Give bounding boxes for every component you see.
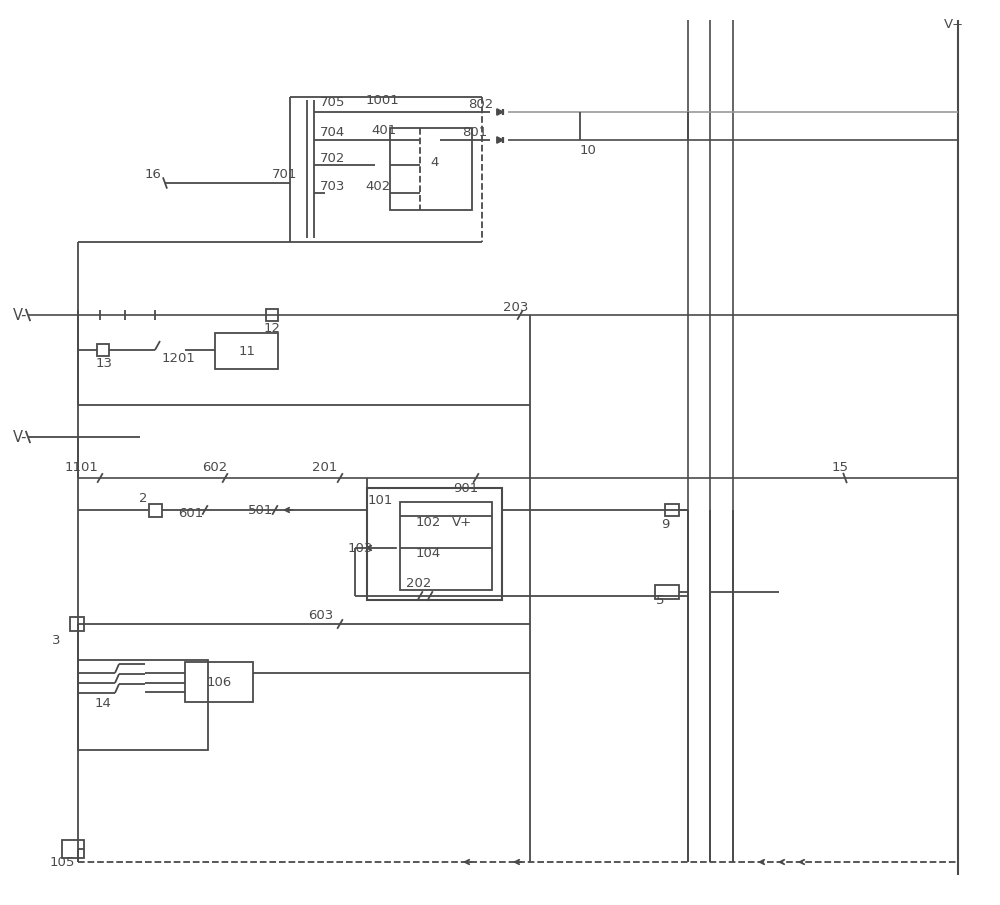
- Bar: [665, 504, 679, 516]
- Text: 10: 10: [580, 144, 597, 157]
- Text: 201: 201: [312, 461, 337, 473]
- Text: 802: 802: [468, 98, 493, 110]
- Text: 3: 3: [52, 634, 60, 646]
- Text: 12: 12: [264, 321, 280, 335]
- Text: 13: 13: [96, 357, 113, 369]
- Text: 1201: 1201: [162, 351, 196, 365]
- Text: 801: 801: [462, 126, 487, 138]
- Text: 106: 106: [206, 675, 232, 689]
- Text: 603: 603: [308, 608, 333, 622]
- Bar: [400, 502, 492, 590]
- Text: 9: 9: [661, 518, 669, 530]
- Text: 14: 14: [95, 697, 112, 710]
- Text: 5: 5: [656, 594, 664, 606]
- Text: 501: 501: [248, 503, 273, 517]
- Text: 2: 2: [139, 491, 147, 504]
- Bar: [62, 840, 84, 858]
- Bar: [97, 344, 109, 356]
- Text: 705: 705: [320, 97, 345, 110]
- Bar: [185, 662, 253, 702]
- Text: 601: 601: [178, 507, 203, 519]
- Text: 704: 704: [320, 127, 345, 139]
- Text: 203: 203: [503, 300, 528, 313]
- Text: 703: 703: [320, 180, 345, 194]
- Text: 15: 15: [832, 461, 849, 473]
- Text: 602: 602: [202, 461, 227, 473]
- Text: 101: 101: [368, 493, 393, 507]
- Bar: [70, 617, 84, 631]
- Text: V-: V-: [13, 308, 28, 322]
- Text: 11: 11: [239, 345, 256, 357]
- Bar: [215, 333, 278, 369]
- Text: 104: 104: [416, 547, 441, 559]
- Polygon shape: [497, 137, 503, 143]
- Text: V+: V+: [452, 516, 472, 529]
- Text: 701: 701: [272, 167, 297, 180]
- Text: 702: 702: [320, 151, 345, 165]
- Bar: [266, 309, 278, 321]
- Bar: [390, 128, 472, 210]
- Bar: [78, 660, 208, 750]
- Text: 901: 901: [453, 481, 478, 494]
- Text: V-: V-: [13, 430, 28, 444]
- Text: V+: V+: [944, 18, 964, 31]
- Bar: [655, 585, 679, 599]
- Text: 1101: 1101: [65, 461, 99, 473]
- Polygon shape: [497, 109, 503, 115]
- Text: 401: 401: [371, 123, 396, 137]
- Text: 1001: 1001: [366, 93, 400, 107]
- Text: 16: 16: [145, 168, 162, 182]
- Bar: [367, 488, 502, 600]
- Bar: [148, 503, 162, 517]
- Text: 105: 105: [50, 855, 75, 869]
- Text: 402: 402: [365, 180, 390, 194]
- Text: 102: 102: [416, 516, 441, 529]
- Text: 103: 103: [348, 541, 373, 555]
- Text: 202: 202: [406, 576, 431, 589]
- Text: 4: 4: [430, 156, 438, 168]
